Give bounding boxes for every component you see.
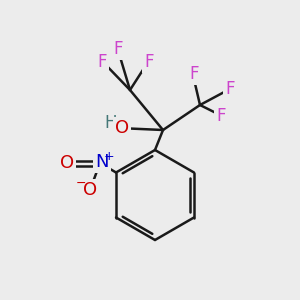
Text: N: N: [95, 153, 109, 171]
Text: F: F: [189, 65, 199, 83]
Text: F: F: [216, 107, 226, 125]
Text: O: O: [60, 154, 74, 172]
Text: −: −: [76, 176, 86, 190]
Text: F: F: [225, 80, 235, 98]
Text: +: +: [104, 149, 114, 163]
Text: O: O: [115, 119, 129, 137]
Text: H: H: [105, 114, 117, 132]
Text: O: O: [83, 181, 97, 199]
Text: F: F: [113, 40, 123, 58]
Text: F: F: [144, 53, 154, 71]
Text: F: F: [97, 53, 107, 71]
